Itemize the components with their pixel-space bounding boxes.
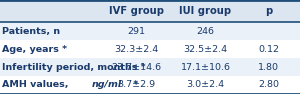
- Bar: [0, 22, 300, 40]
- Bar: [0, 40, 300, 58]
- Text: IUI group: IUI group: [179, 6, 232, 16]
- Text: 23.7±14.6: 23.7±14.6: [111, 63, 162, 72]
- Text: 1.80: 1.80: [258, 63, 279, 72]
- Text: AMH values,: AMH values,: [2, 80, 71, 89]
- Bar: [0, 0, 300, 22]
- Text: Infertility period, months *: Infertility period, months *: [2, 63, 145, 72]
- Text: Age, years *: Age, years *: [2, 45, 67, 54]
- Text: p: p: [265, 6, 272, 16]
- Text: 2.80: 2.80: [258, 80, 279, 89]
- Text: 246: 246: [196, 27, 214, 36]
- Bar: [0, 76, 300, 94]
- Text: Patients, n: Patients, n: [2, 27, 60, 36]
- Text: 3.7±2.9: 3.7±2.9: [117, 80, 156, 89]
- Text: *: *: [130, 80, 139, 89]
- Text: 32.3±2.4: 32.3±2.4: [114, 45, 159, 54]
- Text: 32.5±2.4: 32.5±2.4: [183, 45, 228, 54]
- Text: 291: 291: [128, 27, 146, 36]
- Text: 0.12: 0.12: [258, 45, 279, 54]
- Bar: [0, 58, 300, 76]
- Text: IVF group: IVF group: [109, 6, 164, 16]
- Text: ng/ml: ng/ml: [92, 80, 122, 89]
- Text: 3.0±2.4: 3.0±2.4: [186, 80, 225, 89]
- Text: 17.1±10.6: 17.1±10.6: [181, 63, 230, 72]
